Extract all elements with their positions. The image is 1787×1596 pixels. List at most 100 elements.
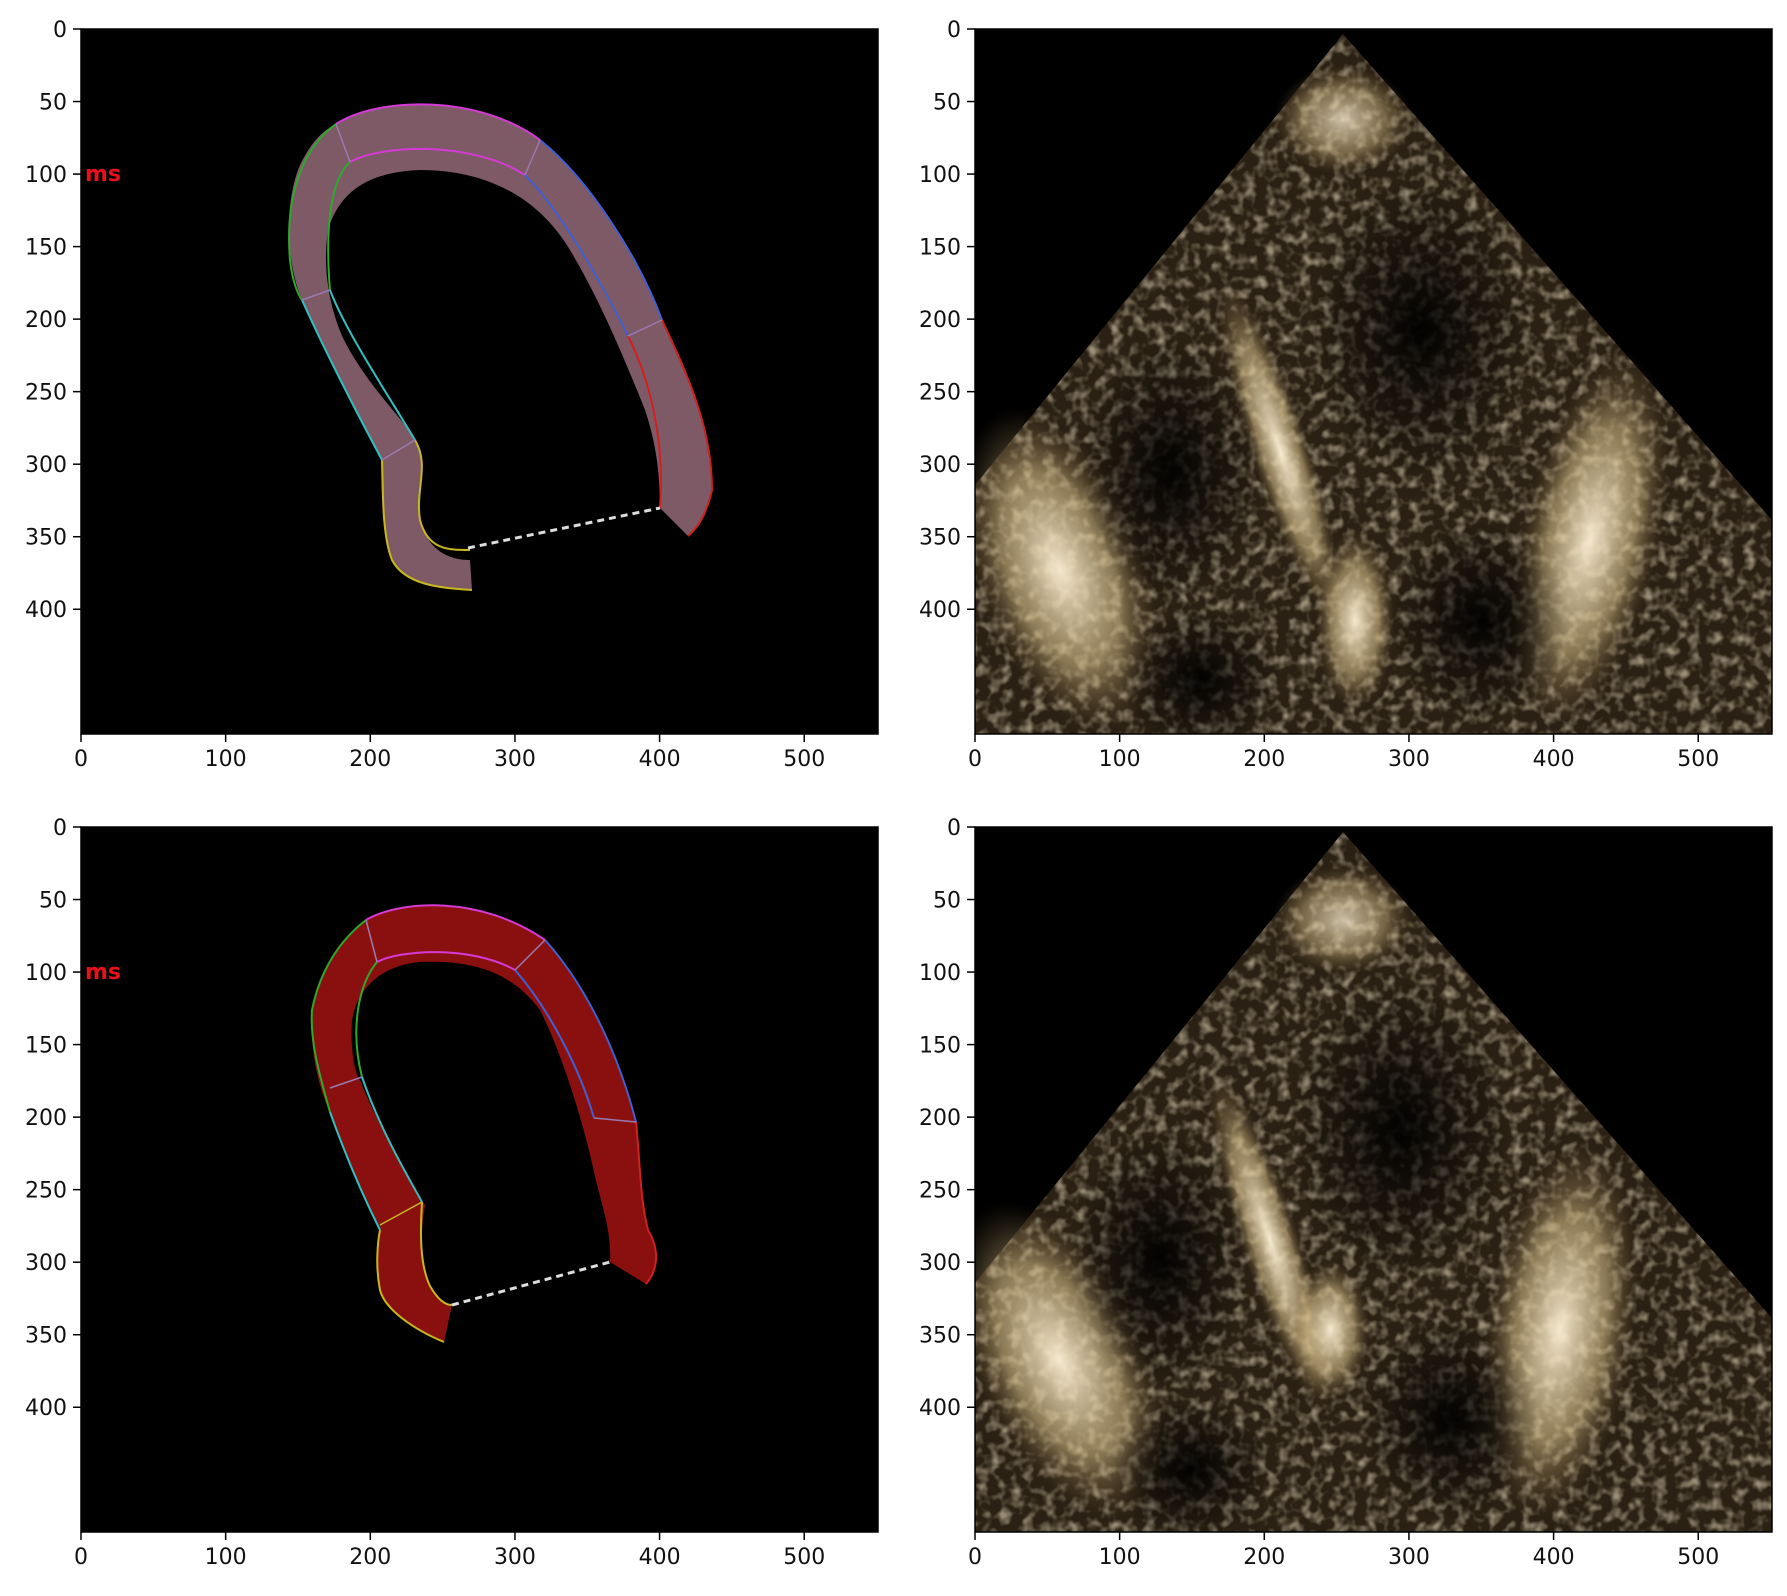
segment-lateral-apical-inner-border <box>524 174 629 337</box>
segment-divider <box>335 123 351 163</box>
segment-septal-apical-border <box>288 123 337 301</box>
segment-septal-mid-border <box>329 1111 381 1231</box>
y-tick-label: 350 <box>25 1324 67 1349</box>
cavity <box>1070 1130 1250 1390</box>
y-tick-label: 0 <box>53 18 67 43</box>
axes-frame <box>80 28 879 735</box>
x-tick-label: 400 <box>1533 747 1575 772</box>
cavity <box>1390 520 1570 720</box>
valve-region <box>1315 530 1395 710</box>
y-tick-label: 250 <box>919 381 961 406</box>
x-tick-label: 400 <box>639 747 681 772</box>
y-tick-label: 250 <box>25 381 67 406</box>
segment-divider <box>379 1201 423 1226</box>
y-tick-label: 150 <box>919 236 961 261</box>
segment-septal-mid-border <box>301 299 383 461</box>
y-tick-label: 50 <box>933 889 961 914</box>
y-tick-label: 200 <box>25 1106 67 1131</box>
myocardium-fill <box>311 905 657 1342</box>
y-tick-label: 250 <box>25 1179 67 1204</box>
y-tick-label: 400 <box>25 1396 67 1421</box>
segment-divider <box>381 439 416 461</box>
segment-divider <box>627 319 663 337</box>
myocardium-segmentation <box>288 103 714 591</box>
y-tick-label: 50 <box>39 889 67 914</box>
x-tick-label: 300 <box>494 747 536 772</box>
x-tick-label: 200 <box>1243 1545 1285 1570</box>
segment-divider <box>301 289 331 301</box>
y-tick-label: 150 <box>25 1034 67 1059</box>
x-tick-label: 300 <box>1388 1545 1430 1570</box>
segment-lateral-apical-inner-border <box>514 969 595 1119</box>
x-tick-label: 0 <box>74 1545 88 1570</box>
x-tick-label: 400 <box>1533 1545 1575 1570</box>
axes-frame <box>80 826 879 1533</box>
y-tick-label: 400 <box>25 598 67 623</box>
panel-bottom-left: ms <box>81 827 878 1532</box>
segment-lateral-basal-inner-border <box>627 335 662 509</box>
y-tick-label: 0 <box>947 18 961 43</box>
panel-bottom-right <box>975 827 1772 1532</box>
axes-panel-4: 0 100 200 300 400 500 0 50 100 150 200 250 300 350 400 <box>919 816 1773 1570</box>
y-tick-label: 100 <box>25 961 67 986</box>
y-tick-label: 50 <box>39 91 67 116</box>
panel-top-left: ms <box>81 29 878 734</box>
apex-bright <box>1273 65 1413 175</box>
y-tick-label: 100 <box>919 163 961 188</box>
x-tick-label: 100 <box>205 1545 247 1570</box>
panel-top-right <box>975 29 1772 734</box>
segment-septal-apical-inner-border <box>327 161 351 291</box>
x-tick-label: 100 <box>1099 747 1141 772</box>
axes-frame <box>974 28 1773 735</box>
axes-panel-2: 0 100 200 300 400 500 0 50 100 150 200 250 300 350 400 <box>919 18 1773 772</box>
segment-septal-basal-inner-border <box>414 439 471 551</box>
y-tick-label: 150 <box>919 1034 961 1059</box>
x-tick-label: 200 <box>349 747 391 772</box>
segment-apex-inner-border <box>376 951 516 971</box>
segment-lateral-basal-border <box>661 319 714 537</box>
myocardium-segmentation <box>310 904 657 1343</box>
segment-lateral-basal-border <box>635 1121 657 1285</box>
septum <box>1217 278 1343 622</box>
segment-lateral-apical-border <box>539 139 663 321</box>
axes-panel-3: 0 100 200 300 400 500 0 50 100 150 200 250 300 350 400 <box>25 816 879 1570</box>
x-tick-label: 500 <box>783 1545 825 1570</box>
ms-annotation: ms <box>85 162 121 187</box>
axes-layer: 0 100 200 300 400 500050100150200250300350400… <box>25 18 1773 1570</box>
segment-septal-basal-inner-border <box>419 1201 453 1306</box>
y-tick-label: 50 <box>933 91 961 116</box>
y-tick-label: 300 <box>25 1251 67 1276</box>
segment-apex-border <box>335 103 541 141</box>
segment-apex-border <box>365 904 546 941</box>
myocardium-fill <box>288 104 712 591</box>
y-tick-label: 300 <box>25 453 67 478</box>
axes-frame <box>974 826 1773 1533</box>
segment-septal-basal-border <box>381 459 473 591</box>
y-tick-label: 100 <box>25 163 67 188</box>
echo-image <box>975 832 1772 1532</box>
valve-region <box>1290 1260 1370 1400</box>
y-tick-label: 100 <box>919 961 961 986</box>
x-tick-label: 400 <box>639 1545 681 1570</box>
segment-divider <box>365 919 378 963</box>
y-tick-label: 0 <box>947 816 961 841</box>
x-tick-label: 500 <box>1677 747 1719 772</box>
y-tick-label: 200 <box>919 308 961 333</box>
echo-image <box>975 34 1772 734</box>
cavity <box>1310 180 1530 480</box>
x-tick-label: 0 <box>968 1545 982 1570</box>
y-tick-label: 0 <box>53 816 67 841</box>
segment-septal-apical-border <box>310 919 367 1113</box>
y-tick-label: 350 <box>25 526 67 551</box>
cavity <box>1360 1320 1540 1520</box>
x-tick-label: 0 <box>968 747 982 772</box>
segment-divider <box>524 139 541 176</box>
mitral-annulus-line <box>467 506 661 550</box>
segment-septal-mid-inner-border <box>361 1076 423 1203</box>
segment-apex-inner-border <box>349 147 526 176</box>
segment-septal-basal-border <box>376 1229 445 1343</box>
cavity <box>1120 610 1280 734</box>
x-tick-label: 300 <box>1388 747 1430 772</box>
y-tick-label: 350 <box>919 526 961 551</box>
apex-bright <box>1273 865 1413 975</box>
